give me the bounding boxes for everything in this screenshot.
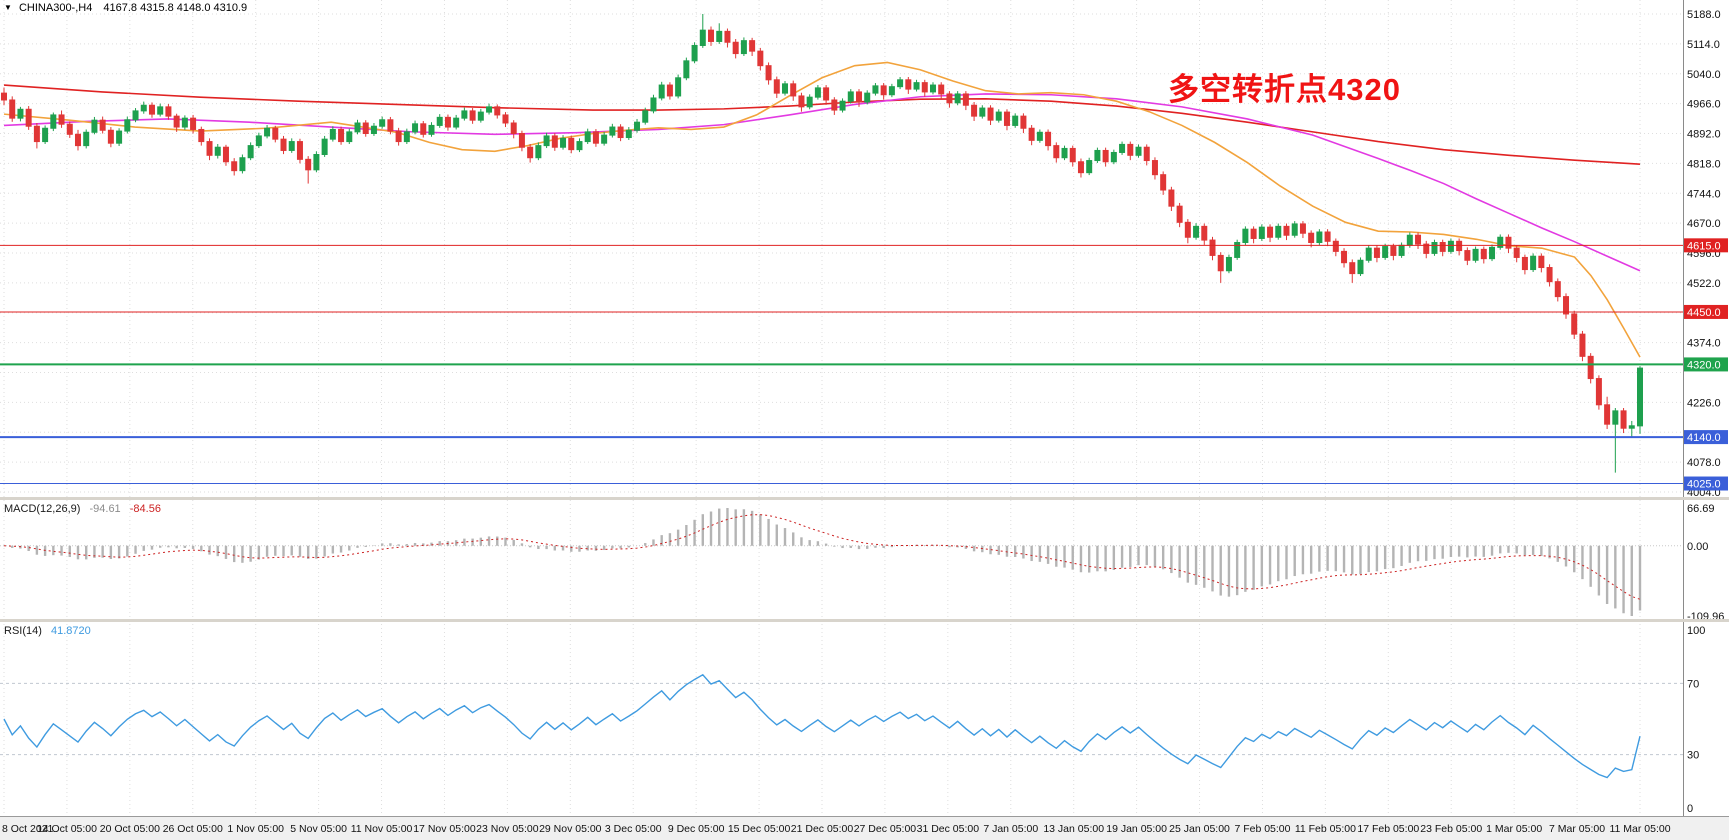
- svg-text:29 Nov 05:00: 29 Nov 05:00: [539, 823, 602, 835]
- svg-text:11 Feb 05:00: 11 Feb 05:00: [1295, 823, 1356, 835]
- svg-text:100: 100: [1687, 625, 1705, 637]
- svg-text:4522.0: 4522.0: [1687, 278, 1721, 290]
- svg-text:66.69: 66.69: [1687, 503, 1715, 515]
- svg-text:11 Nov 05:00: 11 Nov 05:00: [351, 823, 413, 835]
- svg-text:4966.0: 4966.0: [1687, 99, 1721, 111]
- svg-text:5188.0: 5188.0: [1687, 9, 1721, 21]
- svg-text:5 Nov 05:00: 5 Nov 05:00: [290, 823, 347, 835]
- chart-collapse-icon[interactable]: ▼: [4, 3, 12, 12]
- svg-text:70: 70: [1687, 678, 1699, 690]
- svg-text:15 Dec 05:00: 15 Dec 05:00: [728, 823, 791, 835]
- macd-signal-value: -84.56: [129, 503, 161, 515]
- svg-text:19 Jan 05:00: 19 Jan 05:00: [1106, 823, 1167, 835]
- annotation-text[interactable]: 多空转折点4320: [1168, 72, 1401, 107]
- macd-pane: 66.690.00-109.96: [0, 503, 1724, 623]
- svg-text:4320.0: 4320.0: [1687, 359, 1721, 371]
- svg-text:17 Nov 05:00: 17 Nov 05:00: [413, 823, 476, 835]
- svg-text:4140.0: 4140.0: [1687, 432, 1721, 444]
- svg-text:1 Mar 05:00: 1 Mar 05:00: [1486, 823, 1542, 835]
- macd-indicator-label: MACD(12,26,9) -94.61 -84.56: [4, 503, 167, 515]
- svg-text:23 Feb 05:00: 23 Feb 05:00: [1420, 823, 1482, 835]
- svg-text:31 Dec 05:00: 31 Dec 05:00: [917, 823, 980, 835]
- svg-text:4025.0: 4025.0: [1687, 479, 1721, 491]
- svg-text:4226.0: 4226.0: [1687, 397, 1721, 409]
- svg-text:23 Nov 05:00: 23 Nov 05:00: [476, 823, 539, 835]
- macd-main-value: -94.61: [89, 503, 121, 515]
- svg-text:21 Dec 05:00: 21 Dec 05:00: [791, 823, 854, 835]
- grid-layer: [0, 0, 1683, 816]
- price-axis[interactable]: 5188.0 5114.0 5040.0 4966.0 4892.0 4818.0 4744…: [1683, 0, 1729, 816]
- ma-slow-red: [3, 84, 1641, 165]
- svg-text:5040.0: 5040.0: [1687, 69, 1721, 81]
- svg-text:8 Oct 2021: 8 Oct 2021: [2, 823, 54, 835]
- svg-text:25 Jan 05:00: 25 Jan 05:00: [1169, 823, 1230, 835]
- svg-text:4818.0: 4818.0: [1687, 158, 1721, 170]
- svg-text:4078.0: 4078.0: [1687, 457, 1721, 469]
- rsi-value: 41.8720: [50, 625, 91, 637]
- svg-text:4744.0: 4744.0: [1687, 188, 1721, 200]
- svg-text:9 Dec 05:00: 9 Dec 05:00: [668, 823, 725, 835]
- rsi-pane: 100 70 30 0: [0, 625, 1705, 815]
- chart-title: ▼ CHINA300-,H4 4167.8 4315.8 4148.0 4310…: [4, 2, 247, 14]
- svg-text:20 Oct 05:00: 20 Oct 05:00: [100, 823, 160, 835]
- svg-text:4615.0: 4615.0: [1687, 240, 1721, 252]
- svg-text:0.00: 0.00: [1687, 541, 1708, 553]
- pane-separators[interactable]: [0, 497, 1729, 622]
- svg-text:17 Feb 05:00: 17 Feb 05:00: [1357, 823, 1419, 835]
- svg-text:1 Nov 05:00: 1 Nov 05:00: [227, 823, 284, 835]
- ma-fast-orange: [3, 61, 1641, 358]
- rsi-indicator-label: RSI(14) 41.8720: [4, 625, 97, 637]
- svg-text:5114.0: 5114.0: [1687, 39, 1720, 51]
- candles-layer: [1, 14, 1643, 473]
- svg-text:7 Mar 05:00: 7 Mar 05:00: [1549, 823, 1605, 835]
- svg-text:26 Oct 05:00: 26 Oct 05:00: [163, 823, 223, 835]
- ohlc-values: 4167.8 4315.8 4148.0 4310.9: [103, 2, 248, 14]
- svg-text:30: 30: [1687, 750, 1699, 762]
- svg-text:27 Dec 05:00: 27 Dec 05:00: [854, 823, 917, 835]
- svg-text:7 Jan 05:00: 7 Jan 05:00: [983, 823, 1038, 835]
- svg-text:4892.0: 4892.0: [1687, 129, 1721, 141]
- hlines-layer: 4615.0 4450.0 4320.0 4140.0 4025.0: [0, 238, 1728, 491]
- svg-text:4374.0: 4374.0: [1687, 338, 1721, 350]
- svg-text:3 Dec 05:00: 3 Dec 05:00: [605, 823, 662, 835]
- svg-text:14 Oct 05:00: 14 Oct 05:00: [37, 823, 97, 835]
- symbol-timeframe-label: CHINA300-,H4: [18, 2, 93, 14]
- svg-text:7 Feb 05:00: 7 Feb 05:00: [1234, 823, 1290, 835]
- rsi-name: RSI(14): [4, 625, 42, 637]
- svg-text:0: 0: [1687, 803, 1693, 815]
- svg-text:13 Jan 05:00: 13 Jan 05:00: [1043, 823, 1104, 835]
- svg-text:4450.0: 4450.0: [1687, 307, 1721, 319]
- svg-text:4670.0: 4670.0: [1687, 218, 1721, 230]
- svg-text:11 Mar 05:00: 11 Mar 05:00: [1609, 823, 1670, 835]
- macd-name: MACD(12,26,9): [4, 503, 81, 515]
